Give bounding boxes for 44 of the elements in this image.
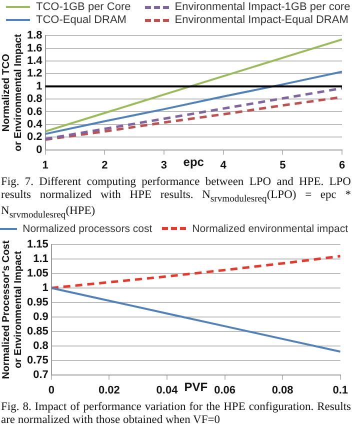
x-axis-title: epc: [183, 155, 204, 170]
y-tick-label: 1.05: [26, 267, 48, 280]
y-tick-label: 0.2: [26, 131, 42, 144]
y-tick-label: 0.7: [33, 368, 48, 380]
y-tick-label: 1: [36, 80, 42, 92]
y-tick-label: 0.8: [33, 339, 48, 352]
y-tick-label: 1: [42, 282, 48, 294]
y-axis-title: Normalized Processor's Cost or Environmental Impact: [0, 239, 24, 379]
y-tick-label: 1.6: [26, 42, 42, 54]
legend-label: Environmental Impact-1GB per core: [174, 1, 350, 13]
x-tick-label: 0.1: [332, 384, 348, 396]
x-tick-label: 0.06: [214, 384, 236, 396]
x-axis-title: PVF: [184, 380, 208, 394]
x-tick-label: 5: [280, 159, 286, 172]
x-tick-label: 0.02: [98, 384, 120, 396]
y-tick-label: 0.75: [26, 354, 48, 366]
x-tick-label: 0.04: [156, 384, 179, 396]
y-axis-title: Normalized TCO or Environmental Impact: [0, 33, 24, 152]
y-tick-label: 1.1: [33, 252, 48, 265]
legend-label: TCO-Equal DRAM: [36, 14, 126, 26]
x-tick-label: 4: [220, 159, 228, 172]
x-tick-label: 0.08: [272, 384, 294, 396]
x-tick-label: 6: [338, 159, 346, 172]
legend-label: TCO-1GB per Core: [36, 1, 131, 13]
y-tick-label: 0.95: [26, 296, 48, 308]
text: Fig. 7. Different computing performance between LPO and HPE. LPO results normalized with HPE results. N$_{srvmodulesreq}$(LPO) = epc * N$_{srvmodulesreq}$(HPE): [1, 176, 351, 221]
y-tick-label: 1.8: [26, 30, 42, 42]
line-series: [45, 87, 342, 140]
x-tick-label: 2: [102, 159, 108, 172]
y-tick-label: 0: [36, 144, 42, 156]
y-tick-label: 0.4: [26, 118, 44, 130]
y-tick-label: 1.15: [26, 238, 48, 250]
line-series: [51, 254, 340, 289]
y-tick-label: 0.6: [26, 106, 42, 118]
y-tick-label: 0.9: [33, 310, 48, 323]
y-tick-label: 1.4: [26, 55, 44, 68]
y-tick-label: 0.8: [26, 93, 42, 106]
y-tick-label: 1.2: [26, 68, 42, 80]
legend-label: Normalized processors cost: [22, 222, 152, 235]
y-tick-label: 0.85: [26, 325, 48, 338]
x-tick-label: 3: [160, 159, 168, 172]
legend-label: Environmental Impact-Equal DRAM: [174, 14, 348, 26]
caption: Fig. 8. Impact of performance variation for the HPE configuration. Results are normalized with those obtained when VF=0: [1, 400, 351, 427]
legend-label: Normalized environmental impact: [192, 222, 348, 235]
